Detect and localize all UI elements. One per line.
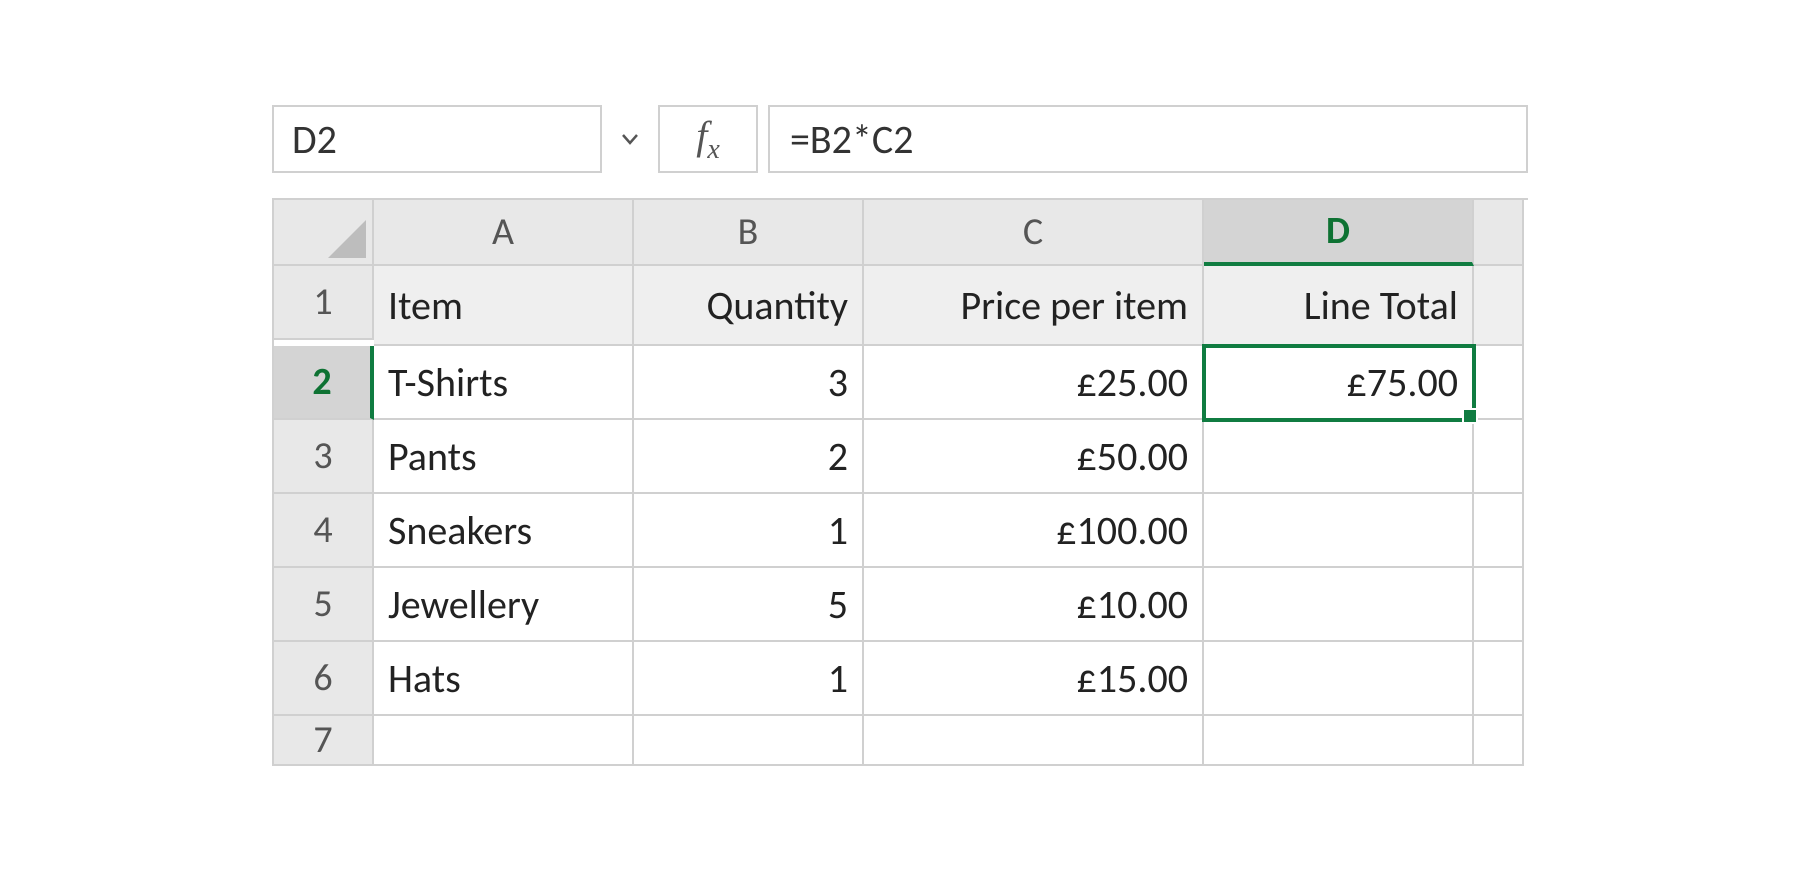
cell-a3[interactable]: Pants (374, 420, 634, 494)
chevron-down-icon (618, 127, 642, 151)
row-header-3[interactable]: 3 (274, 420, 374, 494)
cell-e4[interactable] (1474, 494, 1524, 568)
cell-c4[interactable]: £100.00 (864, 494, 1204, 568)
col-header-c[interactable]: C (864, 200, 1204, 266)
cell-a6[interactable]: Hats (374, 642, 634, 716)
cell-a7[interactable] (374, 716, 634, 766)
active-cell-ref: D2 (292, 115, 337, 164)
row-header-5[interactable]: 5 (274, 568, 374, 642)
cell-b6[interactable]: 1 (634, 642, 864, 716)
col-header-a[interactable]: A (374, 200, 634, 266)
cell-e3[interactable] (1474, 420, 1524, 494)
cell-d3[interactable] (1204, 420, 1474, 494)
cell-d6[interactable] (1204, 642, 1474, 716)
cell-d7[interactable] (1204, 716, 1474, 766)
spreadsheet-container: D2 fx =B2*C2 A B C D 1 Item Quantity Pri… (252, 84, 1548, 786)
cell-e6[interactable] (1474, 642, 1524, 716)
header-quantity[interactable]: Quantity (634, 266, 864, 346)
cell-c7[interactable] (864, 716, 1204, 766)
formula-bar: D2 fx =B2*C2 (272, 104, 1528, 174)
cell-b3[interactable]: 2 (634, 420, 864, 494)
fx-button[interactable]: fx (658, 105, 758, 173)
cell-c5[interactable]: £10.00 (864, 568, 1204, 642)
header-line-total[interactable]: Line Total (1204, 266, 1474, 346)
cell-a4[interactable]: Sneakers (374, 494, 634, 568)
cell-a5[interactable]: Jewellery (374, 568, 634, 642)
cell-d4[interactable] (1204, 494, 1474, 568)
formula-text: =B2*C2 (790, 115, 913, 164)
col-header-b[interactable]: B (634, 200, 864, 266)
header-price[interactable]: Price per item (864, 266, 1204, 346)
header-item[interactable]: Item (374, 266, 634, 346)
name-box[interactable]: D2 (272, 105, 602, 173)
row-header-2[interactable]: 2 (274, 346, 374, 420)
cell-b5[interactable]: 5 (634, 568, 864, 642)
cell-e2[interactable] (1474, 346, 1524, 420)
row-header-7[interactable]: 7 (274, 716, 374, 766)
cell-c2[interactable]: £25.00 (864, 346, 1204, 420)
col-header-e[interactable] (1474, 200, 1524, 266)
cell-c3[interactable]: £50.00 (864, 420, 1204, 494)
cell-c6[interactable]: £15.00 (864, 642, 1204, 716)
name-box-dropdown[interactable] (612, 127, 648, 151)
cell-a2[interactable]: T-Shirts (374, 346, 634, 420)
row-header-4[interactable]: 4 (274, 494, 374, 568)
cell-b7[interactable] (634, 716, 864, 766)
cell-b4[interactable]: 1 (634, 494, 864, 568)
row-header-1[interactable]: 1 (274, 266, 374, 340)
cell-e1[interactable] (1474, 266, 1524, 346)
formula-input[interactable]: =B2*C2 (768, 105, 1528, 173)
select-all-corner[interactable] (274, 200, 374, 266)
fx-label: fx (696, 112, 720, 166)
cell-e7[interactable] (1474, 716, 1524, 766)
cell-d2[interactable]: £75.00 (1204, 346, 1474, 420)
col-header-d[interactable]: D (1204, 200, 1474, 266)
row-header-6[interactable]: 6 (274, 642, 374, 716)
cell-b2[interactable]: 3 (634, 346, 864, 420)
cell-e5[interactable] (1474, 568, 1524, 642)
spreadsheet-grid: A B C D 1 Item Quantity Price per item L… (272, 198, 1528, 766)
cell-d5[interactable] (1204, 568, 1474, 642)
